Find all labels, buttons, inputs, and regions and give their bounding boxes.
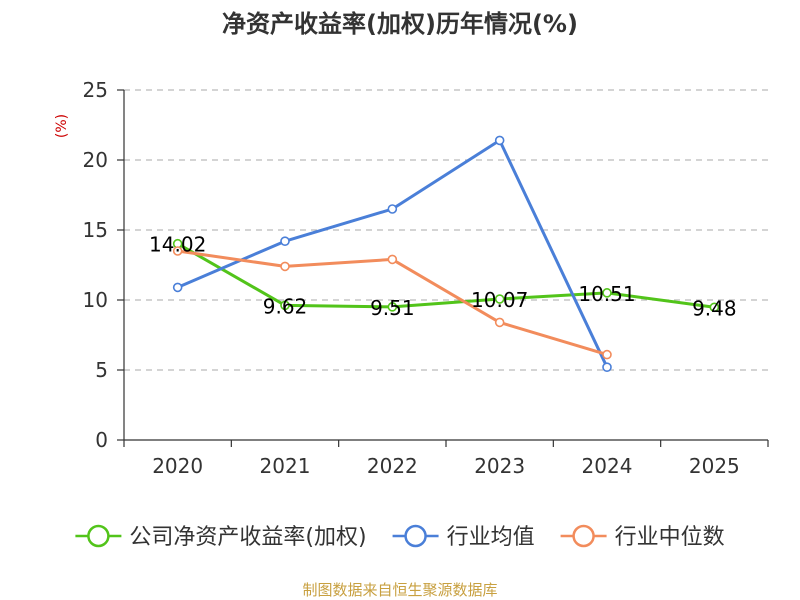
series-2-point-2024 bbox=[602, 349, 612, 360]
y-tick-label-10: 10 bbox=[83, 288, 108, 312]
legend[interactable]: 公司净资产收益率(加权) 行业均值 行业中位数 bbox=[75, 524, 725, 550]
legend-marker-0 bbox=[87, 524, 110, 548]
series-1-point-2023 bbox=[494, 135, 505, 146]
data-label-2022: 9.51 bbox=[370, 296, 415, 320]
legend-label-0: 公司净资产收益率(加权) bbox=[129, 525, 366, 550]
series-1-point-2021 bbox=[280, 236, 290, 246]
legend-label-1: 行业均值 bbox=[447, 525, 535, 550]
series-line-0 bbox=[176, 242, 715, 309]
series-group bbox=[172, 135, 720, 373]
y-tick-label-0: 0 bbox=[95, 428, 108, 452]
data-label-2021: 9.62 bbox=[263, 294, 308, 318]
y-tick-label-5: 5 bbox=[95, 358, 108, 382]
y-tick-label-20: 20 bbox=[83, 148, 108, 172]
series-0-point-2025 bbox=[709, 302, 720, 313]
series-2-point-2020 bbox=[172, 246, 183, 256]
series-2-point-2023 bbox=[494, 317, 505, 328]
y-tick-label-25: 25 bbox=[83, 78, 108, 102]
x-tick-label-2021: 2021 bbox=[260, 454, 311, 478]
data-label-2025: 9.48 bbox=[692, 296, 737, 320]
legend-label-2: 行业中位数 bbox=[615, 525, 725, 550]
source-note: 制图数据来自恒生聚源数据库 bbox=[302, 581, 497, 599]
x-tick-label-2022: 2022 bbox=[367, 454, 418, 478]
y-axis-label: (%) bbox=[54, 114, 70, 138]
data-labels: 14.02 9.62 9.51 10.07 10.51 9.48 bbox=[149, 233, 737, 321]
x-tick-label-2023: 2023 bbox=[474, 454, 525, 478]
series-0-point-2022 bbox=[387, 302, 398, 312]
y-tick-label-15: 15 bbox=[83, 218, 108, 242]
series-1-point-2020 bbox=[172, 282, 183, 293]
data-label-2024: 10.51 bbox=[578, 282, 635, 306]
series-0-point-2024 bbox=[602, 288, 612, 298]
legend-item-0[interactable]: 公司净资产收益率(加权) bbox=[75, 524, 367, 550]
chart-title: 净资产收益率(加权)历年情况(%) bbox=[222, 10, 578, 38]
legend-item-1[interactable]: 行业均值 bbox=[392, 524, 535, 550]
data-label-2023: 10.07 bbox=[471, 288, 528, 312]
legend-marker-2 bbox=[572, 524, 595, 548]
data-label-2020: 14.02 bbox=[149, 233, 206, 257]
legend-item-2[interactable]: 行业中位数 bbox=[560, 524, 725, 550]
series-0-point-2023 bbox=[494, 294, 505, 304]
series-line-1 bbox=[177, 138, 609, 368]
legend-marker-1 bbox=[404, 524, 427, 548]
series-0-point-2021 bbox=[280, 300, 290, 311]
x-tick-label-2025: 2025 bbox=[689, 454, 740, 478]
series-1-point-2022 bbox=[387, 204, 398, 214]
series-2-point-2021 bbox=[280, 261, 290, 272]
series-2-point-2022 bbox=[387, 254, 398, 265]
x-tick-label-2024: 2024 bbox=[582, 454, 633, 478]
x-tick-label-2020: 2020 bbox=[152, 454, 203, 478]
gridlines bbox=[124, 89, 768, 371]
series-1-point-2024 bbox=[602, 362, 612, 373]
